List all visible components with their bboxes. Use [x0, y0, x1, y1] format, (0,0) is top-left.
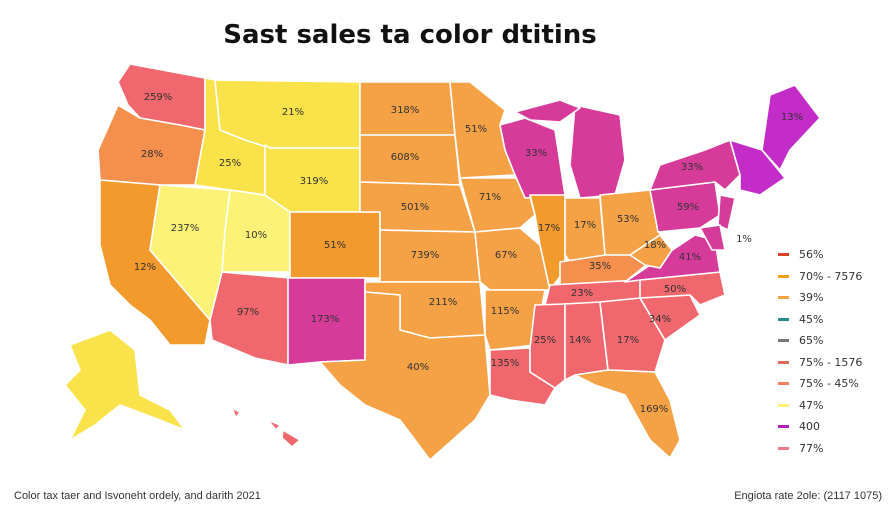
- label-ky: 35%: [589, 261, 611, 272]
- label-id: 25%: [219, 158, 241, 169]
- label-nm: 173%: [311, 314, 340, 325]
- state-wv[interactable]: [629, 234, 673, 269]
- state-mi-up[interactable]: [514, 99, 581, 123]
- label-ks: 739%: [411, 250, 440, 261]
- legend-label: 65%: [799, 334, 824, 348]
- legend-label: 39%: [799, 291, 824, 305]
- label-sd: 608%: [391, 152, 420, 163]
- legend-item: 39%: [778, 287, 862, 309]
- footer-source-note: Color tax taer and Isvoneht ordely, and …: [14, 490, 261, 502]
- legend-label: 56%: [799, 248, 824, 262]
- label-al: 14%: [569, 335, 591, 346]
- label-oh: 53%: [617, 214, 639, 225]
- state-ak[interactable]: [64, 329, 186, 441]
- state-tx[interactable]: [319, 291, 491, 461]
- state-labels: 259% 28% 12% 237% 25% 21% 319% 10% 51% 9…: [134, 92, 803, 415]
- label-az: 97%: [237, 307, 259, 318]
- legend-swatch: [778, 317, 789, 321]
- label-mn: 51%: [465, 124, 487, 135]
- legend-swatch: [778, 296, 789, 300]
- legend-swatch: [778, 403, 789, 407]
- state-az[interactable]: [209, 271, 291, 366]
- state-nj[interactable]: [717, 194, 736, 231]
- label-ut: 10%: [245, 230, 267, 241]
- label-mo: 67%: [495, 250, 517, 261]
- label-wv: 18%: [644, 240, 666, 251]
- label-la: 135%: [491, 358, 520, 369]
- state-ms[interactable]: [529, 303, 566, 389]
- map-title: Sast sales ta color dtitins: [223, 20, 597, 50]
- label-fl: 169%: [640, 404, 669, 415]
- legend-item: 45%: [778, 309, 862, 331]
- state-me[interactable]: [761, 84, 821, 171]
- label-ny: 33%: [681, 162, 703, 173]
- legend-item: 400: [778, 416, 862, 438]
- label-ar: 115%: [491, 306, 520, 317]
- label-ms: 25%: [534, 335, 556, 346]
- state-fl[interactable]: [574, 369, 681, 459]
- label-in: 17%: [574, 220, 596, 231]
- label-mt: 21%: [282, 107, 304, 118]
- state-ny[interactable]: [649, 139, 741, 191]
- label-wy: 319%: [300, 176, 329, 187]
- legend-label: 45%: [799, 312, 824, 326]
- legend-item: 47%: [778, 395, 862, 417]
- footer-rate-note: Engiota rate 2ole: (2117 1075): [734, 490, 882, 502]
- label-me: 13%: [781, 112, 803, 123]
- label-nv: 237%: [171, 223, 200, 234]
- legend-item: 70% - 7576: [778, 266, 862, 288]
- legend-swatch: [778, 253, 789, 257]
- state-mi[interactable]: [569, 104, 626, 199]
- label-va: 41%: [679, 252, 701, 263]
- state-ar[interactable]: [484, 289, 546, 351]
- legend-label: 77%: [799, 441, 824, 455]
- legend-item: 75% - 45%: [778, 373, 862, 395]
- legend-item: 75% - 1576: [778, 352, 862, 374]
- label-nd: 318%: [391, 105, 420, 116]
- legend-label: 400: [799, 420, 820, 434]
- state-ia[interactable]: [459, 177, 536, 233]
- label-il: 17%: [538, 223, 560, 234]
- legend-label: 70% - 7576: [799, 269, 863, 283]
- legend-swatch: [778, 382, 789, 386]
- label-tx: 40%: [407, 362, 429, 373]
- legend-swatch: [778, 274, 789, 278]
- legend-swatch: [778, 339, 789, 343]
- label-ca: 12%: [134, 262, 156, 273]
- label-ga: 17%: [617, 335, 639, 346]
- legend-label: 75% - 1576: [799, 355, 863, 369]
- legend-label: 75% - 45%: [799, 377, 859, 391]
- label-tn: 23%: [571, 288, 593, 299]
- label-sc: 34%: [649, 314, 671, 325]
- label-small: 1%: [736, 234, 752, 245]
- state-hi[interactable]: [231, 407, 301, 448]
- label-nc: 50%: [664, 284, 686, 295]
- legend-item: 56%: [778, 244, 862, 266]
- state-md-de[interactable]: [699, 224, 726, 251]
- legend-item: 77%: [778, 438, 862, 460]
- legend-label: 47%: [799, 398, 824, 412]
- state-ga[interactable]: [599, 297, 666, 373]
- legend-swatch: [778, 446, 789, 450]
- label-ok: 211%: [429, 297, 458, 308]
- legend-item: 65%: [778, 330, 862, 352]
- label-ne: 501%: [401, 202, 430, 213]
- legend-swatch: [778, 425, 789, 429]
- label-wa: 259%: [144, 92, 173, 103]
- label-pa: 59%: [677, 202, 699, 213]
- label-or: 28%: [141, 149, 163, 160]
- legend-swatch: [778, 360, 789, 364]
- label-ia: 71%: [479, 192, 501, 203]
- label-co: 51%: [324, 240, 346, 251]
- legend: 56% 70% - 7576 39% 45% 65% 75% - 1576 75…: [778, 244, 862, 459]
- label-wi: 33%: [525, 148, 547, 159]
